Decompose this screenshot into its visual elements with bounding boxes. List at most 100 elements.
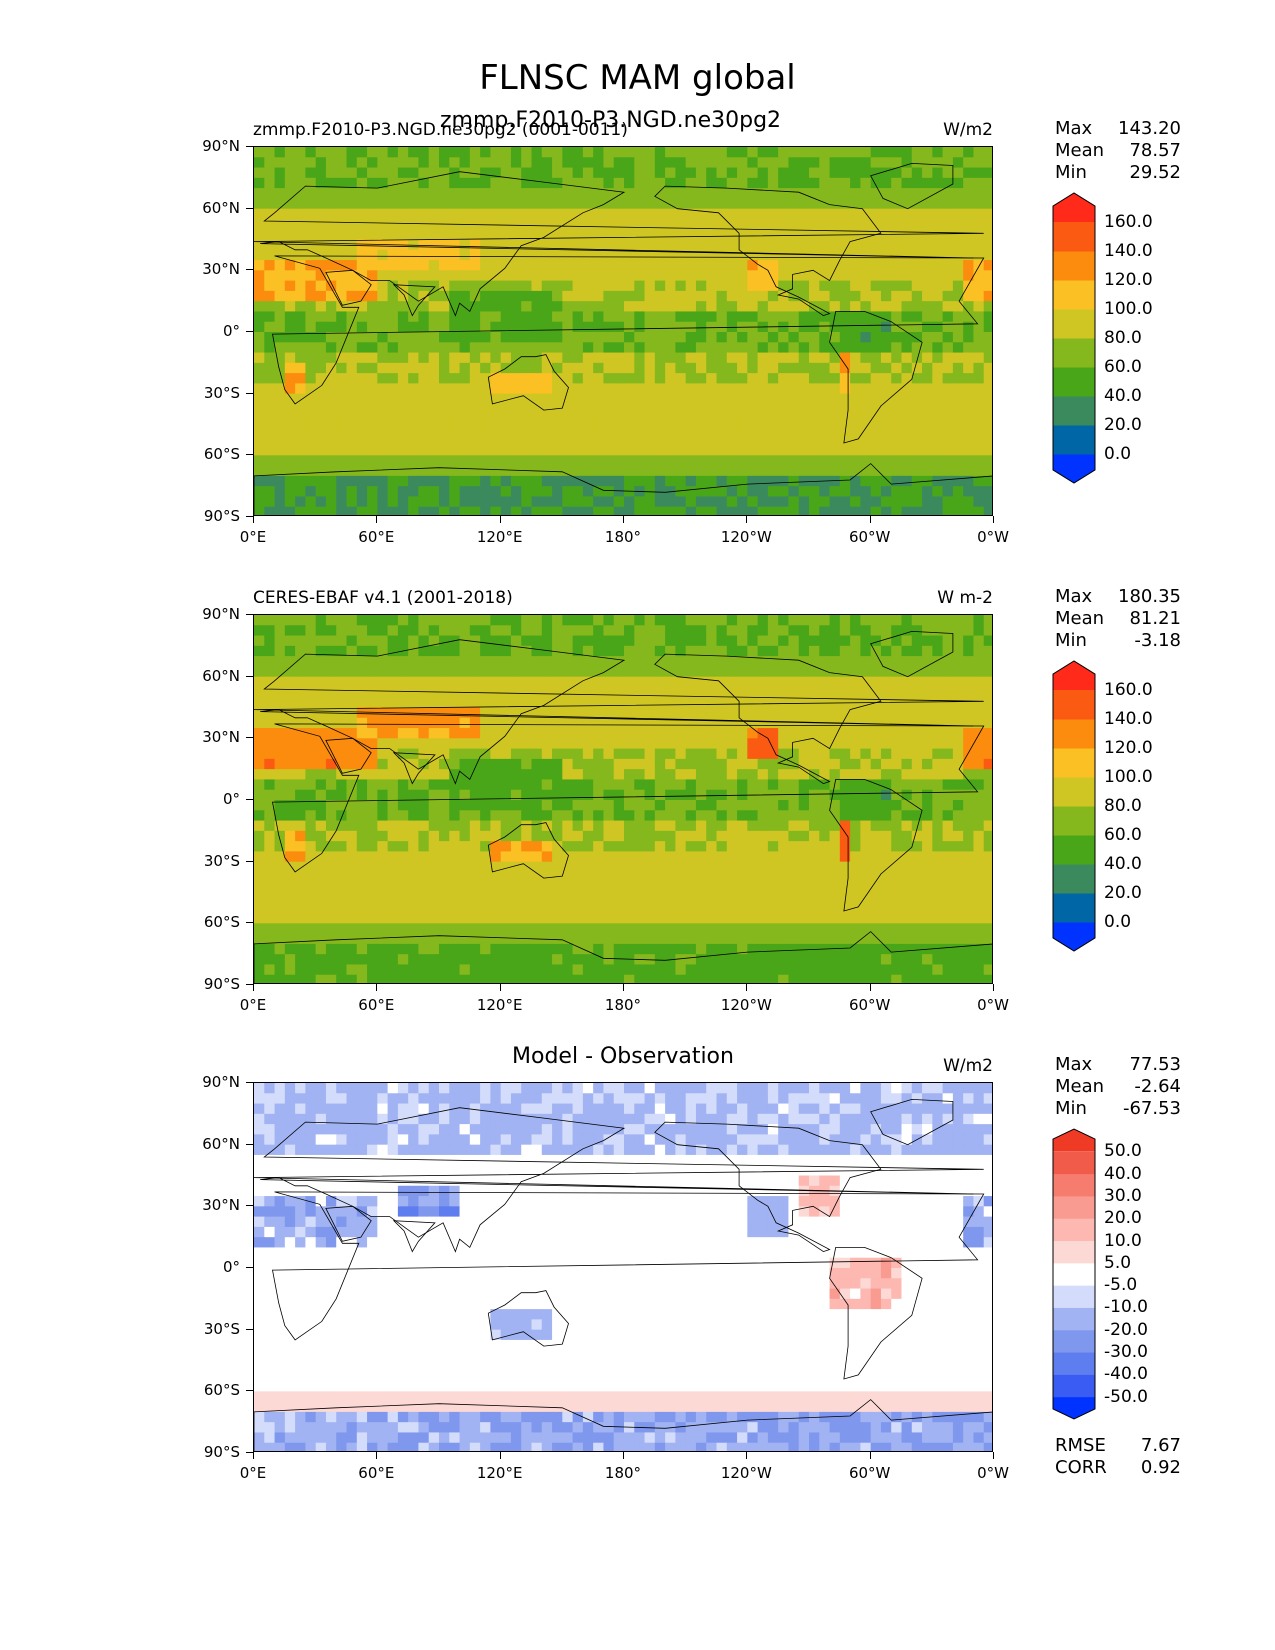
map-cell [880,249,892,261]
map-cell [870,414,882,426]
map-cell [757,198,769,210]
map-cell [911,871,923,883]
map-cell [788,208,800,220]
map-cell [819,403,831,415]
map-cell [264,820,276,832]
map-cell [788,892,800,904]
map-cell [624,393,635,405]
map-cell [695,167,707,179]
map-cell [552,475,563,487]
map-cell [870,198,882,210]
map-cell [726,270,738,282]
map-cell [767,496,779,508]
map-cell [624,892,635,904]
map-cell [325,789,337,801]
map-cell [397,810,409,822]
map-cell [911,861,923,873]
map-cell [767,486,779,498]
map-cell [665,615,676,626]
map-cell [829,635,841,647]
map-cell [860,851,872,863]
map-cell [521,779,533,791]
map-cell [706,615,718,626]
map-cell [325,260,337,271]
map-cell [593,707,605,719]
map-cell [490,475,502,487]
map-cell [418,311,430,323]
map-cell [274,717,286,729]
y-tick-mark [246,269,253,271]
map-cell [747,656,759,667]
map-cell [428,666,440,678]
map-cell [562,424,574,436]
map-cell [264,800,276,811]
map-cell [973,779,985,791]
map-cell [500,321,512,333]
map-cell [901,270,913,282]
map-cell [274,352,286,364]
map-cell [521,676,533,688]
map-cell [377,352,389,364]
map-cell [295,943,306,955]
map-cell [901,486,913,498]
map-cell [798,475,810,487]
map-cell [274,635,286,647]
map-cell [387,686,399,698]
map-cell [408,270,420,282]
map-cell [932,342,944,354]
map-cell [480,871,491,883]
map-cell [767,758,779,770]
map-cell [675,892,687,904]
map-cell [582,177,594,189]
map-cell [500,758,512,770]
map-cell [829,270,841,282]
map-cell [634,465,646,477]
map-cell [778,841,790,852]
map-cell [850,615,861,626]
map-cell [767,414,779,426]
map-cell [346,455,358,467]
map-cell [480,218,491,230]
map-cell [809,290,820,302]
map-cell [788,301,800,313]
map-cell [942,841,954,852]
map-cell [891,717,903,729]
map-cell [634,810,646,822]
map-cell [264,424,276,436]
map-cell [788,342,800,354]
map-cell [747,229,759,241]
map-cell [418,373,430,384]
map-cell [418,676,430,688]
map-cell [582,239,594,251]
map-cell [932,748,944,760]
map-cell [315,393,327,405]
map-cell [644,352,656,364]
map-cell [911,486,923,498]
map-cell [562,686,574,698]
map-cell [870,615,882,626]
map-cell [726,218,738,230]
map-cell [418,769,430,781]
map-cell [819,352,831,364]
map-cell [932,465,944,477]
map-cell [459,270,471,282]
map-cell [367,424,378,436]
map-cell [706,913,718,924]
map-cell [819,656,831,667]
map-cell [356,475,368,487]
map-cell [901,290,913,302]
map-cell [973,393,985,405]
map-cell [644,717,656,729]
map-cell [325,332,337,343]
map-cell [336,270,348,282]
map-cell [377,311,389,323]
map-cell [572,218,584,230]
map-cell [747,758,759,770]
map-cell [654,902,666,914]
map-cell [891,342,903,354]
map-cell [778,280,790,292]
map-cell [541,506,553,515]
map-cell [860,923,872,935]
map-cell [757,167,769,179]
map-cell [469,393,481,405]
